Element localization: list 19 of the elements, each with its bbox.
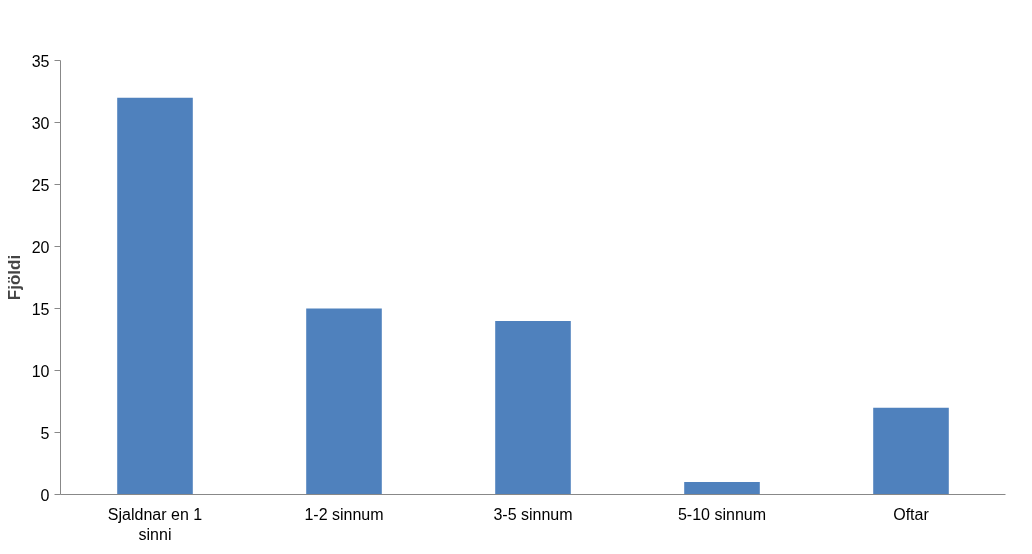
bar (306, 308, 382, 495)
y-tick-label: 5 (40, 424, 50, 442)
bar (873, 407, 949, 495)
y-tick-label: 30 (31, 114, 50, 132)
x-tick-label: 1-2 sinnum (304, 505, 384, 523)
bar (684, 482, 760, 495)
x-tick-label: Oftar (893, 505, 930, 523)
bar (495, 320, 571, 495)
x-tick-label: Sjaldnar en 1 sinni (107, 505, 203, 543)
y-axis-title: Fjöldi (4, 254, 24, 301)
y-tick-label: 35 (31, 52, 50, 70)
x-tick-label: 3-5 sinnum (493, 505, 573, 523)
y-tick-label: 0 (40, 486, 50, 504)
y-tick-label: 10 (31, 362, 50, 380)
y-tick-label: 25 (31, 176, 50, 194)
bar (117, 97, 193, 495)
y-tick-label: 15 (31, 300, 50, 318)
y-tick-label: 20 (31, 238, 50, 256)
x-tick-label: 5-10 sinnum (677, 505, 767, 523)
